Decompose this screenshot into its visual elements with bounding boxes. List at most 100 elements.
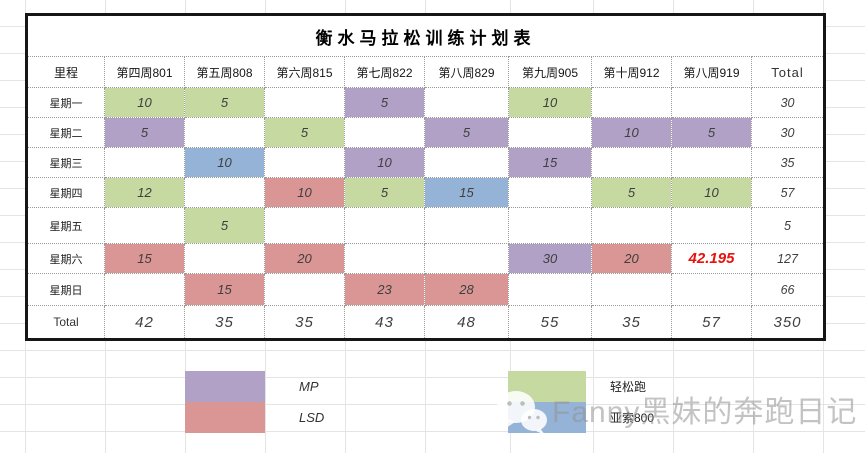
plan-cell[interactable] — [184, 243, 265, 274]
grand-total-cell[interactable]: 350 — [750, 305, 826, 340]
row-total-cell[interactable]: 66 — [750, 273, 826, 306]
week-column-header[interactable]: 第五周808 — [184, 56, 265, 88]
corner-header[interactable]: 里程 — [26, 56, 105, 88]
plan-cell[interactable]: 20 — [264, 243, 345, 274]
plan-cell[interactable]: 10 — [591, 117, 672, 148]
plan-cell[interactable]: 5 — [591, 177, 672, 208]
plan-cell[interactable]: 5 — [344, 87, 425, 118]
row-label[interactable]: 星期二 — [26, 117, 105, 148]
plan-cell[interactable]: 5 — [671, 117, 752, 148]
row-label[interactable]: 星期日 — [26, 273, 105, 306]
column-total-cell[interactable]: 35 — [591, 305, 672, 340]
table-row: 星期一 10 5 5 10 30 — [26, 87, 826, 118]
plan-cell[interactable]: 20 — [591, 243, 672, 274]
plan-cell[interactable] — [424, 147, 509, 178]
row-label[interactable]: 星期五 — [26, 207, 105, 244]
plan-cell[interactable]: 10 — [508, 87, 592, 118]
row-total-cell[interactable]: 127 — [750, 243, 826, 274]
column-total-cell[interactable]: 43 — [344, 305, 425, 340]
plan-cell[interactable] — [344, 243, 425, 274]
plan-cell[interactable]: 42.195 — [671, 243, 752, 274]
week-column-header[interactable]: 第八周829 — [424, 56, 509, 88]
week-column-header[interactable]: 第八周919 — [671, 56, 752, 88]
week-column-header[interactable]: 第九周905 — [508, 56, 592, 88]
plan-cell[interactable] — [591, 273, 672, 306]
training-plan-table: 衡水马拉松训练计划表 里程 第四周801 第五周808 第六周815 第七周822 第八周… — [25, 13, 827, 341]
plan-cell[interactable]: 12 — [104, 177, 185, 208]
plan-cell[interactable]: 10 — [184, 147, 265, 178]
plan-cell[interactable]: 10 — [671, 177, 752, 208]
plan-cell[interactable]: 28 — [424, 273, 509, 306]
legend-swatch-green — [508, 371, 586, 402]
plan-cell[interactable]: 5 — [264, 117, 345, 148]
row-total-cell[interactable]: 30 — [750, 117, 826, 148]
plan-cell[interactable] — [104, 147, 185, 178]
plan-cell[interactable]: 10 — [104, 87, 185, 118]
table-row: 星期四 12 10 5 15 5 10 57 — [26, 177, 826, 208]
week-column-header[interactable]: 第七周822 — [344, 56, 425, 88]
plan-cell[interactable] — [184, 117, 265, 148]
plan-cell[interactable] — [344, 117, 425, 148]
plan-cell[interactable] — [104, 273, 185, 306]
row-label[interactable]: 星期四 — [26, 177, 105, 208]
week-column-header[interactable]: 第六周815 — [264, 56, 345, 88]
plan-cell[interactable]: 10 — [264, 177, 345, 208]
plan-cell[interactable] — [264, 273, 345, 306]
plan-cell[interactable]: 5 — [184, 87, 265, 118]
plan-cell[interactable]: 15 — [104, 243, 185, 274]
plan-cell[interactable]: 5 — [184, 207, 265, 244]
week-column-header[interactable]: 第四周801 — [104, 56, 185, 88]
plan-cell[interactable] — [591, 87, 672, 118]
table-title: 衡水马拉松训练计划表 — [25, 14, 826, 57]
legend-pace-types: MP LSD — [185, 371, 324, 433]
row-total-cell[interactable]: 30 — [750, 87, 826, 118]
plan-cell[interactable] — [591, 207, 672, 244]
total-column-header[interactable]: Total — [750, 56, 826, 88]
plan-cell[interactable] — [671, 147, 752, 178]
column-total-cell[interactable]: 48 — [424, 305, 509, 340]
row-total-cell[interactable]: 57 — [750, 177, 826, 208]
plan-cell[interactable] — [424, 207, 509, 244]
row-total-cell[interactable]: 5 — [750, 207, 826, 244]
legend-item: 亚索800 — [508, 402, 654, 433]
column-total-cell[interactable]: 35 — [184, 305, 265, 340]
plan-cell[interactable] — [508, 207, 592, 244]
plan-cell[interactable]: 10 — [344, 147, 425, 178]
total-row-label[interactable]: Total — [26, 305, 105, 340]
plan-cell[interactable] — [671, 207, 752, 244]
plan-cell[interactable] — [508, 177, 592, 208]
plan-cell[interactable] — [424, 243, 509, 274]
plan-cell[interactable]: 30 — [508, 243, 592, 274]
plan-cell[interactable] — [264, 87, 345, 118]
legend-label: 轻松跑 — [610, 380, 647, 394]
plan-cell[interactable] — [508, 117, 592, 148]
plan-cell[interactable] — [671, 273, 752, 306]
row-total-cell[interactable]: 35 — [750, 147, 826, 178]
plan-cell[interactable] — [104, 207, 185, 244]
plan-cell[interactable] — [671, 87, 752, 118]
plan-cell[interactable] — [424, 87, 509, 118]
column-total-cell[interactable]: 42 — [104, 305, 185, 340]
plan-cell[interactable] — [264, 207, 345, 244]
plan-cell[interactable] — [344, 207, 425, 244]
table-row: 星期二 5 5 5 10 5 30 — [26, 117, 826, 148]
plan-cell[interactable]: 5 — [424, 117, 509, 148]
plan-cell[interactable] — [264, 147, 345, 178]
plan-cell[interactable] — [591, 147, 672, 178]
column-total-cell[interactable]: 57 — [671, 305, 752, 340]
legend-item: 轻松跑 — [508, 371, 654, 402]
column-total-cell[interactable]: 55 — [508, 305, 592, 340]
row-label[interactable]: 星期一 — [26, 87, 105, 118]
plan-cell[interactable]: 23 — [344, 273, 425, 306]
plan-cell[interactable]: 5 — [344, 177, 425, 208]
column-total-cell[interactable]: 35 — [264, 305, 345, 340]
plan-cell[interactable]: 5 — [104, 117, 185, 148]
plan-cell[interactable] — [508, 273, 592, 306]
plan-cell[interactable]: 15 — [184, 273, 265, 306]
plan-cell[interactable]: 15 — [508, 147, 592, 178]
plan-cell[interactable] — [184, 177, 265, 208]
row-label[interactable]: 星期三 — [26, 147, 105, 178]
plan-cell[interactable]: 15 — [424, 177, 509, 208]
week-column-header[interactable]: 第十周912 — [591, 56, 672, 88]
row-label[interactable]: 星期六 — [26, 243, 105, 274]
